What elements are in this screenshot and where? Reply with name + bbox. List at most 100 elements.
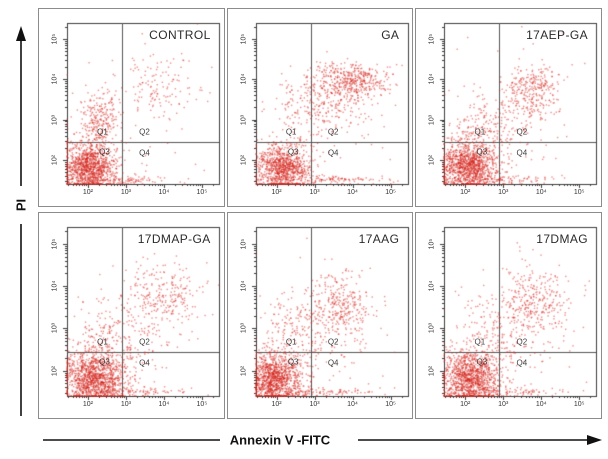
panel-ga: GA Q1 Q2 Q3 Q4 10² 10³ 10⁴ 10⁵ 10² 10³ 10⁴ 10⁵ — [226, 8, 414, 207]
x-tick-label: 10² — [82, 401, 93, 408]
quadrant-label-q3: Q3 — [476, 147, 488, 156]
quadrant-label-q1: Q1 — [97, 127, 108, 136]
pi-axis-gutter: PI — [0, 0, 38, 454]
scatter-plot-canvas — [39, 9, 224, 206]
y-tick-label: 10⁵ — [428, 33, 436, 45]
annexin-axis-arrow: Annexin V -FITC — [43, 433, 602, 448]
y-tick-label: 10³ — [428, 114, 436, 125]
annexin-axis-label: Annexin V -FITC — [230, 433, 331, 448]
x-tick-label: 10⁴ — [347, 401, 358, 408]
x-tick-label: 10⁵ — [385, 189, 396, 196]
x-tick-label: 10⁴ — [535, 189, 547, 196]
panel-17aag: 17AAG Q1 Q2 Q3 Q4 10² 10³ 10⁴ 10⁵ 10² 10³ 10⁴ 10⁵ — [226, 212, 414, 419]
x-tick-label: 10² — [271, 401, 282, 408]
x-tick-label: 10⁵ — [573, 401, 585, 408]
scatter-plot-canvas — [39, 213, 224, 418]
scatter-plot-canvas — [227, 9, 413, 206]
y-tick-label: 10⁴ — [240, 73, 248, 85]
quadrant-label-q2: Q2 — [327, 127, 339, 136]
quadrant-label-q1: Q1 — [97, 337, 108, 346]
y-tick-label: 10⁵ — [51, 238, 59, 250]
quadrant-label-q4: Q4 — [139, 148, 150, 157]
quadrant-label-q1: Q1 — [474, 337, 486, 346]
y-tick-label: 10² — [240, 154, 248, 165]
y-tick-label: 10³ — [51, 114, 59, 125]
x-tick-label: 10⁵ — [196, 189, 208, 196]
quadrant-label-q2: Q2 — [516, 127, 528, 136]
x-tick-label: 10³ — [120, 401, 131, 408]
y-tick-label: 10⁵ — [428, 238, 436, 250]
scatter-plot-canvas — [227, 213, 413, 418]
x-tick-label: 10³ — [498, 401, 509, 408]
panel-17dmap-ga: 17DMAP-GA Q1 Q2 Q3 Q4 10² 10³ 10⁴ 10⁵ 10² 10³ 10⁴ 1… — [38, 212, 225, 419]
x-tick-label: 10² — [460, 401, 471, 408]
x-tick-label: 10⁵ — [196, 401, 208, 408]
x-tick-label: 10⁴ — [158, 401, 170, 408]
arrow-up-icon — [16, 26, 26, 41]
quadrant-label-q4: Q4 — [516, 358, 528, 367]
quadrant-label-q4: Q4 — [327, 358, 339, 367]
y-tick-label: 10³ — [240, 114, 248, 125]
y-tick-label: 10⁵ — [51, 33, 59, 45]
pi-axis-label: PI — [14, 199, 29, 211]
annexin-axis-gutter: Annexin V -FITC — [38, 420, 608, 454]
x-tick-label: 10³ — [120, 189, 131, 196]
quadrant-label-q1: Q1 — [285, 337, 297, 346]
quadrant-label-q2: Q2 — [139, 337, 150, 346]
x-tick-label: 10³ — [498, 189, 509, 196]
panel-title: 17DMAP-GA — [137, 232, 211, 246]
quadrant-label-q1: Q1 — [474, 127, 486, 136]
x-tick-label: 10³ — [309, 401, 320, 408]
quadrant-label-q3: Q3 — [99, 357, 110, 366]
quadrant-label-q4: Q4 — [327, 148, 339, 157]
panel-17dmag: 17DMAG Q1 Q2 Q3 Q4 10² 10³ 10⁴ 10⁵ 10² 10³ 10⁴ 10⁵ — [415, 212, 602, 419]
scatter-plot-canvas — [416, 9, 602, 206]
x-tick-label: 10⁴ — [535, 401, 547, 408]
y-tick-label: 10⁴ — [428, 280, 436, 292]
quadrant-label-q3: Q3 — [99, 147, 110, 156]
x-tick-label: 10⁵ — [573, 189, 585, 196]
y-tick-label: 10² — [428, 365, 436, 376]
y-tick-label: 10⁵ — [240, 238, 248, 250]
quadrant-label-q3: Q3 — [287, 147, 299, 156]
quadrant-label-q2: Q2 — [516, 337, 528, 346]
y-tick-label: 10² — [51, 365, 59, 376]
y-tick-label: 10³ — [51, 323, 59, 334]
y-tick-label: 10⁴ — [428, 73, 436, 85]
arrow-right-icon — [587, 435, 602, 445]
panel-title: CONTROL — [149, 28, 211, 42]
y-tick-label: 10² — [240, 365, 248, 376]
x-tick-label: 10² — [82, 189, 93, 196]
y-tick-label: 10⁴ — [51, 73, 59, 85]
quadrant-label-q2: Q2 — [327, 337, 339, 346]
x-tick-label: 10⁴ — [347, 189, 358, 196]
y-tick-label: 10³ — [428, 323, 436, 334]
x-tick-label: 10⁴ — [158, 189, 170, 196]
panel-title: 17DMAG — [536, 232, 588, 246]
y-tick-label: 10² — [428, 154, 436, 165]
x-tick-label: 10³ — [309, 189, 320, 196]
pi-axis-arrow: PI — [14, 26, 29, 416]
scatter-plot-canvas — [416, 213, 602, 418]
x-tick-label: 10⁵ — [385, 401, 396, 408]
x-tick-label: 10² — [271, 189, 282, 196]
panel-grid: CONTROL Q1 Q2 Q3 Q4 10² 10³ 10⁴ 10⁵ 10² 10³ 10⁴ 10⁵… — [38, 8, 602, 419]
panel-17aep-ga: 17AEP-GA Q1 Q2 Q3 Q4 10² 10³ 10⁴ 10⁵ 10² 10³ 10⁴ 10… — [415, 8, 602, 207]
quadrant-label-q1: Q1 — [285, 127, 297, 136]
panel-title: 17AEP-GA — [526, 28, 588, 42]
panel-title: GA — [381, 28, 400, 42]
y-tick-label: 10² — [51, 154, 59, 165]
quadrant-label-q3: Q3 — [476, 357, 488, 366]
quadrant-label-q3: Q3 — [287, 357, 299, 366]
quadrant-label-q4: Q4 — [516, 148, 528, 157]
panel-title: 17AAG — [358, 232, 400, 246]
quadrant-label-q4: Q4 — [139, 358, 150, 367]
panel-control: CONTROL Q1 Q2 Q3 Q4 10² 10³ 10⁴ 10⁵ 10² 10³ 10⁴ 10⁵ — [38, 8, 225, 207]
y-tick-label: 10³ — [240, 323, 248, 334]
quadrant-label-q2: Q2 — [139, 127, 150, 136]
y-tick-label: 10⁴ — [51, 280, 59, 292]
x-tick-label: 10² — [460, 189, 471, 196]
y-tick-label: 10⁵ — [240, 33, 248, 45]
y-tick-label: 10⁴ — [240, 280, 248, 292]
